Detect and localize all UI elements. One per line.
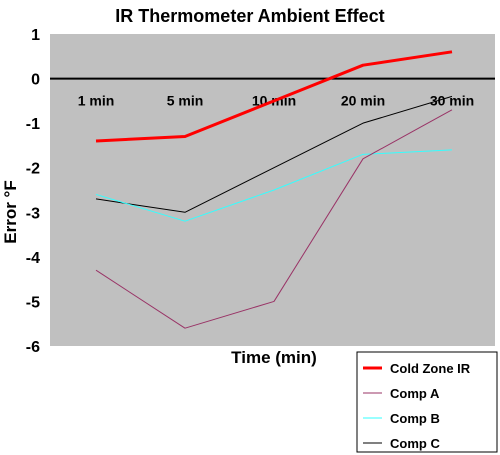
y-tick-label: -2 [26,161,40,178]
legend-label: Comp C [390,436,440,451]
y-tick-label: 0 [31,72,40,89]
legend: Cold Zone IR Comp A Comp B Comp C [356,351,498,453]
y-tick-label: -4 [26,250,40,267]
y-tick-label: -3 [26,205,40,222]
legend-label: Comp B [390,411,440,426]
x-category-label: 5 min [167,93,204,109]
y-tick-labels: 1 0 -1 -2 -3 -4 -5 -6 [26,27,40,356]
x-axis-title: Time (min) [231,348,317,367]
x-category-label: 30 min [430,93,474,109]
series-line-2 [95,109,453,329]
series-line-1 [95,50,453,143]
series-lines [95,50,453,329]
x-category-label: 20 min [341,93,385,109]
series-line-4 [95,95,453,213]
y-tick-label: -6 [26,339,40,356]
y-tick-label: -5 [26,294,40,311]
x-category-label: 1 min [78,93,115,109]
y-tick-label: -1 [26,116,40,133]
y-axis-title: Error °F [1,180,20,243]
legend-label: Comp A [390,386,440,401]
series-line-3 [95,149,453,222]
chart-title: IR Thermometer Ambient Effect [115,6,384,26]
y-tick-label: 1 [31,27,40,44]
legend-label: Cold Zone IR [390,361,471,376]
